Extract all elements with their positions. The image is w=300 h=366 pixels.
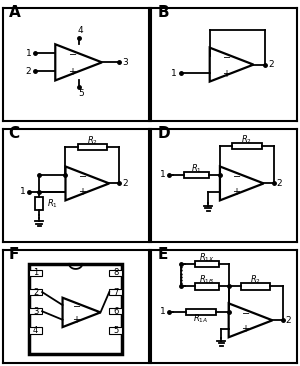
Text: C: C (9, 126, 20, 141)
Text: $+$: $+$ (68, 66, 77, 77)
Text: $-$: $-$ (232, 170, 241, 180)
Text: D: D (157, 126, 170, 141)
Bar (109, 327, 122, 333)
Text: $R_1$: $R_1$ (47, 197, 58, 210)
Bar (29, 264, 122, 354)
Text: $R_2$: $R_2$ (87, 134, 98, 147)
Text: 2: 2 (286, 316, 291, 325)
Text: A: A (9, 5, 20, 20)
Text: 4: 4 (78, 26, 84, 35)
Text: B: B (157, 5, 169, 20)
Text: $-$: $-$ (77, 170, 87, 180)
Text: $R_2$: $R_2$ (242, 133, 252, 146)
Text: $+$: $+$ (222, 68, 231, 79)
Text: 2: 2 (122, 179, 128, 188)
Text: 1: 1 (160, 307, 166, 316)
Text: $-$: $-$ (72, 300, 82, 310)
Text: $+$: $+$ (78, 186, 87, 197)
Text: 3: 3 (122, 58, 128, 67)
Bar (29, 327, 42, 333)
Text: 1: 1 (20, 187, 26, 197)
Bar (195, 283, 219, 290)
Text: F: F (9, 247, 19, 262)
Text: $+$: $+$ (73, 314, 82, 325)
Text: $-$: $-$ (222, 51, 231, 61)
Text: $R_{1A}$: $R_{1A}$ (194, 313, 208, 325)
Bar (78, 144, 107, 150)
Text: $R_1$: $R_1$ (191, 162, 202, 175)
Text: 1: 1 (26, 49, 31, 58)
Text: $-$: $-$ (68, 48, 78, 58)
Bar (29, 289, 42, 295)
Bar (29, 270, 42, 276)
Text: $-$: $-$ (241, 307, 250, 317)
Bar (109, 289, 122, 295)
Text: $R_{1B}$: $R_{1B}$ (199, 274, 214, 286)
Text: 4: 4 (33, 326, 38, 335)
Text: 1: 1 (171, 68, 177, 78)
Bar (184, 172, 209, 178)
Text: 5: 5 (113, 326, 118, 335)
Bar (35, 197, 43, 210)
Text: 2: 2 (33, 288, 38, 296)
Text: $R_2$: $R_2$ (250, 274, 261, 286)
Text: $+$: $+$ (232, 186, 241, 197)
Bar (241, 283, 271, 290)
Text: 8: 8 (113, 268, 118, 277)
Bar (195, 261, 219, 267)
Text: 2: 2 (268, 60, 274, 69)
Text: 5: 5 (78, 89, 84, 98)
Text: 1: 1 (33, 268, 38, 277)
Text: $+$: $+$ (241, 323, 250, 334)
Bar (186, 309, 216, 315)
Text: 2: 2 (277, 179, 282, 188)
Bar (109, 270, 122, 276)
Text: 2: 2 (26, 67, 31, 76)
Bar (109, 308, 122, 314)
Bar (232, 143, 262, 149)
Text: 3: 3 (33, 307, 38, 316)
Text: 1: 1 (160, 171, 166, 179)
Text: 7: 7 (113, 288, 118, 296)
Text: $R_{1X}$: $R_{1X}$ (199, 251, 214, 264)
Text: E: E (157, 247, 168, 262)
Bar (29, 308, 42, 314)
Text: 6: 6 (113, 307, 118, 316)
